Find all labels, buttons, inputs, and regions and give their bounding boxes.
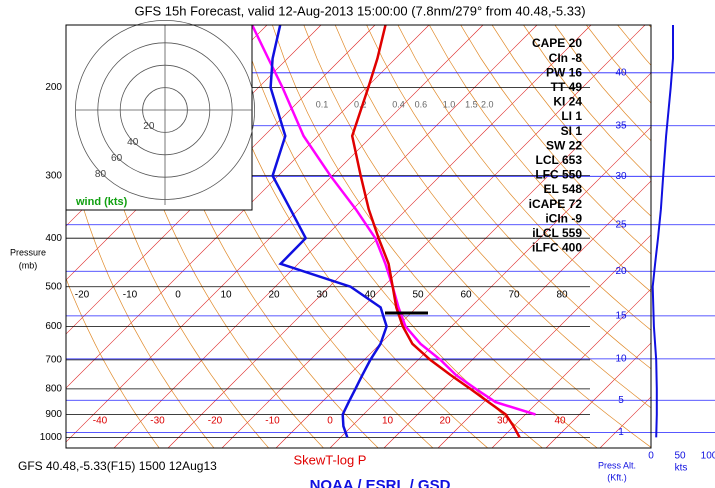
index-label: CAPE 20 [532,36,582,50]
index-label: PW 16 [546,65,582,79]
temperature-line [350,25,521,438]
hodograph-ring-label: 80 [95,169,107,180]
isotherm-label: 20 [439,416,451,427]
index-label: SI 1 [561,124,583,138]
index-label: SW 22 [546,138,582,152]
y-label: Pressure [10,247,46,257]
index-label: iCIn -9 [545,211,582,225]
y-tick-label: 400 [45,233,62,244]
y-tick-label: 700 [45,355,62,366]
y-tick-label: 300 [45,170,62,181]
wind-label: kts [675,463,688,474]
wind-speed-line [651,25,674,438]
index-label: LCL 653 [536,153,583,167]
y-tick-label: 600 [45,321,62,332]
footer: GFS 40.48,-5.33(F15) 1500 12Aug13 [18,459,217,473]
isotherm-label: 20 [268,290,280,301]
hodograph-ring-label: 60 [111,153,123,164]
isotherm-label: 50 [412,290,424,301]
y-tick-label: 900 [45,409,62,420]
index-label: LI 1 [561,109,582,123]
isotherm [66,25,484,443]
index-label: iLFC 400 [532,241,582,255]
isotherm [545,342,651,448]
height-tick-label: 5 [618,395,624,406]
hodograph: 20 40 60 80 [75,20,255,205]
hodograph-box [65,24,253,211]
height-label: Press Alt. [598,460,636,470]
isotherm-label: 10 [382,416,394,427]
isotherm-label: 10 [220,290,232,301]
isotherm [167,25,592,448]
height-tick-label: 20 [615,266,627,277]
y-tick-label: 500 [45,281,62,292]
mixing-ratio-label: 0.4 [392,99,405,109]
height-tick-label: 10 [615,354,627,365]
dewpoint-line [269,25,388,438]
hodograph-ring-label: 40 [127,137,139,148]
mixing-ratio-label: 0.6 [415,99,428,109]
mixing-ratio-label: 0.1 [316,99,329,109]
index-label: iCAPE 72 [529,197,583,211]
isotherm [329,126,651,448]
isotherm [275,72,651,448]
isotherm-label: -40 [93,416,108,427]
isotherm-label: 40 [554,416,566,427]
isotherm-label: -20 [208,416,223,427]
wind-tick-label: 100 [701,451,715,462]
dry-adiabat [523,25,651,179]
index-label: KI 24 [553,95,582,109]
wind-tick-label: 0 [648,451,654,462]
isotherm [437,234,651,448]
isotherm [113,25,538,448]
y-tick-label: 1000 [40,432,63,443]
y-label: (mb) [19,260,38,270]
diagram-label: SkewT-log P [294,452,367,467]
isotherm [221,25,646,448]
isotherm-label: 30 [497,416,509,427]
height-tick-label: 40 [615,67,627,78]
wind-tick-label: 50 [674,451,686,462]
isotherm-label: 70 [508,290,520,301]
index-label: EL 548 [544,182,583,196]
height-tick-label: 1 [618,427,624,438]
mixing-ratio-label: 0.2 [354,99,367,109]
hodograph-ring-label: 20 [143,121,155,132]
chart-title: GFS 15h Forecast, valid 12-Aug-2013 15:0… [134,3,585,18]
isotherm-label: 30 [316,290,328,301]
isotherm-label: -10 [123,290,138,301]
index-label: LFC 550 [535,168,582,182]
dry-adiabat [491,25,651,217]
y-tick-label: 200 [45,82,62,93]
index-label: CIn -8 [549,51,583,65]
isotherm [66,25,376,335]
y-tick-label: 800 [45,384,62,395]
isotherm-label: 60 [460,290,472,301]
credit: NOAA / ESRL / GSD [310,477,451,488]
height-tick-label: 30 [615,171,627,182]
height-tick-label: 35 [615,120,627,131]
mixing-ratio-label: 2.0 [481,99,494,109]
mixing-ratio-label: 1.5 [465,99,478,109]
isotherm-label: -20 [75,290,90,301]
index-label: iLCL 559 [532,226,582,240]
isotherm-label: 80 [556,290,568,301]
height-label: (Kft.) [607,472,627,482]
isotherm-label: 0 [327,416,333,427]
isotherm-label: 40 [364,290,376,301]
mixing-ratio-label: 1.0 [443,99,456,109]
isotherm-label: 0 [175,290,181,301]
isotherm-label: -30 [150,416,165,427]
height-tick-label: 15 [615,311,627,322]
index-label: TT 49 [551,80,583,94]
isotherm-label: -10 [265,416,280,427]
hodograph-label: wind (kts) [75,196,128,208]
height-tick-label: 25 [615,219,627,230]
